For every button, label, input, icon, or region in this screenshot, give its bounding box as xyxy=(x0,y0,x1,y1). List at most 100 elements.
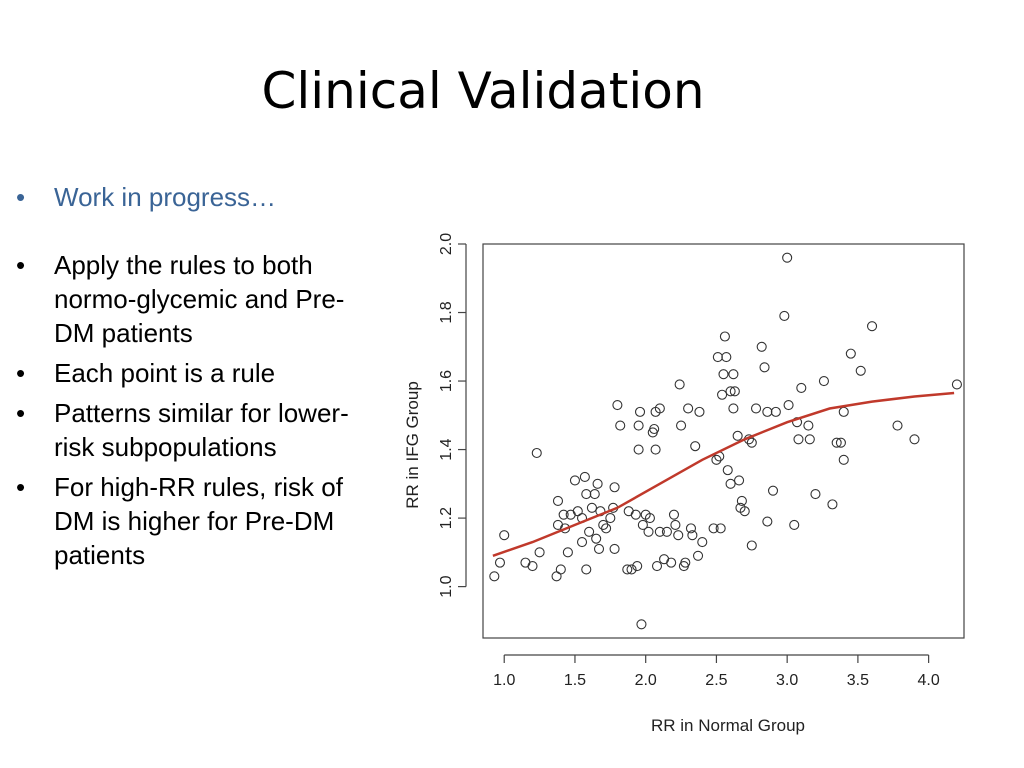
data-point xyxy=(792,417,803,428)
data-point xyxy=(555,564,566,575)
data-point xyxy=(615,420,626,431)
data-point xyxy=(719,331,730,342)
data-point xyxy=(734,475,745,486)
y-tick-label: 1.8 xyxy=(438,301,455,323)
data-point xyxy=(674,379,685,390)
y-tick-label: 1.4 xyxy=(438,438,455,460)
data-point xyxy=(779,310,790,321)
data-point xyxy=(728,403,739,414)
x-tick-label: 3.5 xyxy=(847,672,869,689)
data-point xyxy=(770,406,781,417)
bullet-dot: • xyxy=(16,358,26,388)
data-point xyxy=(756,341,767,352)
data-point xyxy=(789,519,800,530)
data-point xyxy=(762,516,773,527)
data-point xyxy=(661,526,672,537)
y-tick-label: 1.2 xyxy=(438,507,455,529)
data-point xyxy=(651,561,663,572)
data-point xyxy=(654,526,665,537)
data-point xyxy=(728,369,739,380)
x-tick-label: 3.0 xyxy=(776,672,798,689)
data-point xyxy=(717,389,728,400)
data-point xyxy=(782,252,793,263)
data-point xyxy=(489,571,500,582)
data-point xyxy=(680,557,691,568)
data-point xyxy=(951,379,962,390)
data-point xyxy=(725,386,736,397)
data-point xyxy=(725,478,736,489)
data-point xyxy=(804,434,815,445)
data-point xyxy=(746,540,757,551)
data-point xyxy=(643,526,654,537)
bullet-dot: • xyxy=(16,398,26,428)
data-point xyxy=(565,509,576,520)
data-point xyxy=(746,437,757,448)
data-point xyxy=(810,489,821,500)
data-point xyxy=(736,495,747,507)
data-point xyxy=(668,509,680,520)
bullet-text: Patterns similar for lower-risk subpopul… xyxy=(54,398,349,462)
data-point xyxy=(729,386,740,397)
data-point xyxy=(845,348,856,359)
data-point xyxy=(552,495,564,507)
data-point xyxy=(694,406,705,417)
slide-title: Clinical Validation xyxy=(261,62,705,120)
bullet-list: • Work in progress… • Apply the rules to b… xyxy=(14,180,374,578)
data-point xyxy=(636,619,647,630)
data-point xyxy=(793,434,804,445)
data-point xyxy=(499,530,510,541)
data-point xyxy=(803,420,814,431)
data-point xyxy=(712,352,723,363)
bullet-apply-rules: • Apply the rules to both normo-glycemic … xyxy=(14,248,374,350)
data-point xyxy=(633,420,644,431)
data-point xyxy=(576,537,588,548)
data-point xyxy=(721,352,732,363)
data-point xyxy=(634,406,646,417)
data-point xyxy=(592,478,603,489)
bullet-work-in-progress: • Work in progress… xyxy=(14,180,374,214)
x-tick-label: 1.0 xyxy=(493,672,515,689)
data-point xyxy=(644,513,655,524)
data-point xyxy=(866,321,878,332)
data-point xyxy=(520,557,531,568)
data-point xyxy=(633,444,644,455)
data-point xyxy=(892,420,903,431)
bullet-dot: • xyxy=(16,250,26,280)
data-point xyxy=(531,447,542,459)
data-point xyxy=(551,571,562,582)
data-point xyxy=(708,523,719,534)
data-point xyxy=(670,519,681,530)
bullet-patterns-similar: • Patterns similar for lower-risk subpopu… xyxy=(14,396,374,464)
y-tick-label: 1.6 xyxy=(438,370,455,392)
bullet-text: For high-RR rules, risk of DM is higher … xyxy=(54,472,343,570)
data-point xyxy=(718,369,729,380)
y-tick-label: 2.0 xyxy=(438,233,455,255)
data-point xyxy=(732,430,743,441)
data-point xyxy=(552,519,564,530)
data-point xyxy=(572,506,583,517)
data-point xyxy=(637,519,648,530)
data-point xyxy=(593,543,605,554)
data-point xyxy=(589,489,600,500)
data-point xyxy=(838,406,849,417)
bullet-dot: • xyxy=(16,182,26,212)
y-axis-label: RR in IFG Group xyxy=(403,381,422,509)
bullet-high-rr: • For high-RR rules, risk of DM is higher… xyxy=(14,470,374,572)
data-point xyxy=(676,420,687,431)
data-point xyxy=(692,550,704,561)
bullet-text: Apply the rules to both normo-glycemic a… xyxy=(54,250,345,348)
bullet-dot: • xyxy=(16,472,26,502)
data-point xyxy=(527,561,538,572)
x-tick-label: 1.5 xyxy=(564,672,586,689)
data-point xyxy=(767,485,779,496)
data-points xyxy=(489,252,962,630)
plot-frame xyxy=(482,243,965,639)
data-point xyxy=(831,437,842,448)
data-point xyxy=(909,434,920,445)
data-point xyxy=(750,403,762,414)
data-point xyxy=(622,564,633,575)
data-point xyxy=(722,465,733,476)
data-point xyxy=(673,530,684,541)
x-axis: 1.0 1.5 2.0 2.5 3.0 3.5 4.0 xyxy=(493,654,940,689)
data-point xyxy=(687,530,698,541)
